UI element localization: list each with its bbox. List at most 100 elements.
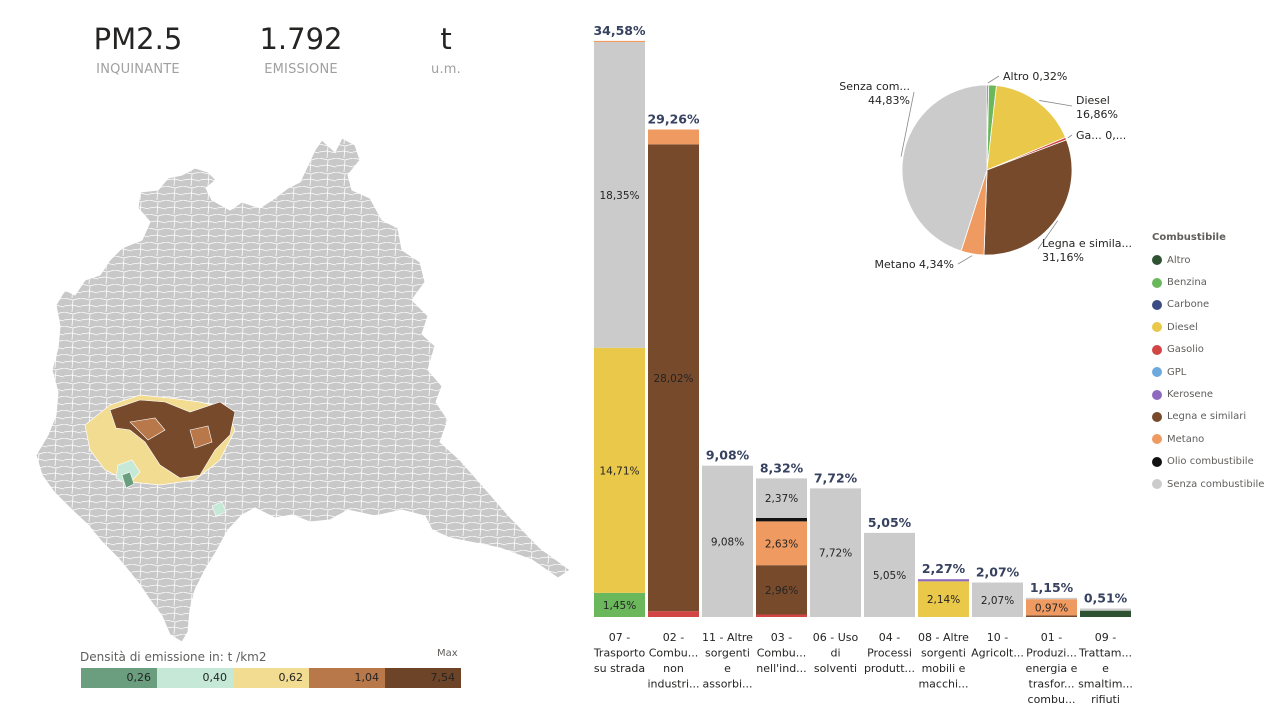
bar-total-label: 7,72% — [814, 470, 858, 485]
fuel-pie-chart[interactable]: Altro 0,32% Diesel 16,86% Ga... 0,... Legna … — [830, 60, 1150, 290]
bar-segment[interactable] — [648, 144, 699, 612]
bar-segment[interactable] — [756, 517, 807, 522]
bar-segment-label: 5,05% — [873, 570, 906, 582]
fuel-legend-title: Combustibile — [1152, 232, 1226, 243]
map-legend-bin: 0,62 — [233, 668, 309, 688]
fuel-legend-item[interactable]: Metano — [1152, 428, 1264, 450]
bar-segment[interactable] — [594, 40, 645, 43]
fuel-legend: Combustibile Altro Benzina Carbone Diesel Ga… — [1152, 232, 1264, 495]
fuel-legend-item[interactable]: Diesel — [1152, 316, 1264, 338]
legend-dot-icon — [1152, 255, 1162, 266]
bar-total-label: 29,26% — [647, 112, 700, 127]
bar-category-label: 01 -Produzi... energia e trasfor... combu..… — [1026, 631, 1078, 706]
bar-segment[interactable] — [810, 488, 861, 617]
bar-segment[interactable] — [756, 565, 807, 615]
bar-segment[interactable] — [702, 465, 753, 617]
legend-dot-icon — [1152, 277, 1162, 288]
bar-category-label: 04 -Processi produtt... — [864, 631, 915, 675]
bar-total-label: 1,15% — [1030, 580, 1074, 595]
bar-category-label: 07 -Trasporto su strada — [593, 631, 646, 675]
fuel-legend-label: Benzina — [1167, 277, 1207, 289]
pie-slice[interactable] — [901, 84, 988, 252]
bar-total-label: 9,08% — [706, 448, 750, 463]
pie-leader-line — [1037, 220, 1059, 250]
pie-slice-label: Altro 0,32% — [1003, 70, 1067, 83]
bar-total-label: 2,07% — [976, 565, 1020, 580]
fuel-legend-item[interactable]: Olio combustibile — [1152, 451, 1264, 473]
fuel-legend-item[interactable]: Legna e similari — [1152, 406, 1264, 428]
legend-dot-icon — [1152, 456, 1162, 467]
bar-segment[interactable] — [594, 42, 645, 348]
fuel-legend-label: Altro — [1167, 254, 1191, 266]
bar-category-label: 09 -Trattam... e smaltim... rifiuti — [1078, 631, 1133, 706]
map-legend-title: Densità di emissione in: t /km2 — [80, 650, 267, 664]
bar-segment[interactable] — [1026, 615, 1077, 617]
fuel-legend-label: Legna e similari — [1167, 411, 1247, 423]
kpi-emission-label: EMISSIONE — [264, 62, 338, 77]
bar-segment[interactable] — [648, 129, 699, 145]
legend-dot-icon — [1152, 344, 1162, 355]
pie-leader-line — [957, 255, 973, 265]
pie-leader-line — [900, 91, 915, 157]
legend-dot-icon — [1152, 479, 1162, 490]
bar-segment-label: 0,97% — [1035, 602, 1068, 614]
kpi-unit-value: t — [440, 22, 452, 56]
fuel-legend-label: Diesel — [1167, 321, 1198, 333]
pie-slice[interactable] — [983, 139, 1073, 256]
bar-segment-label: 7,72% — [819, 548, 852, 560]
fuel-legend-label: Senza combustibile — [1167, 478, 1265, 490]
bar-total-label: 8,32% — [760, 460, 804, 475]
map-legend-scale: 0,26 0,40 0,62 1,04 7,54 — [81, 668, 461, 688]
sector-stacked-bar-chart[interactable]: 1,45% 14,71% 18,35% 34,58% 07 -Trasporto su s… — [590, 18, 1150, 718]
bar-segment[interactable] — [756, 521, 807, 566]
bar-segment[interactable] — [756, 478, 807, 518]
kpi-emission-value: 1.792 — [259, 22, 343, 56]
legend-dot-icon — [1152, 389, 1162, 400]
bar-segment[interactable] — [648, 611, 699, 617]
fuel-legend-item[interactable]: GPL — [1152, 361, 1264, 383]
legend-dot-icon — [1152, 434, 1162, 445]
pie-slice-label: Ga... 0,... — [1076, 129, 1126, 142]
kpi-pollutant: PM2.5 INQUINANTE — [68, 20, 208, 77]
fuel-legend-label: Metano — [1167, 433, 1205, 445]
bar-segment[interactable] — [756, 614, 807, 617]
pie-slice-label: Legna e simila... 31,16% — [1042, 237, 1132, 264]
fuel-legend-item[interactable]: Kerosene — [1152, 383, 1264, 405]
legend-dot-icon — [1152, 411, 1162, 422]
pie-slice-label: Diesel 16,86% — [1076, 94, 1118, 121]
fuel-legend-item[interactable]: Senza combustibile — [1152, 473, 1264, 495]
pie-slice-label: Metano 4,34% — [875, 258, 954, 271]
bar-segment[interactable] — [594, 592, 645, 617]
emission-density-map[interactable] — [30, 130, 575, 645]
bar-segment[interactable] — [1080, 608, 1131, 611]
fuel-legend-item[interactable]: Altro — [1152, 249, 1264, 271]
map-legend-max: Max — [437, 648, 458, 659]
bar-segment[interactable] — [1080, 610, 1131, 617]
bar-segment[interactable] — [918, 579, 969, 582]
bar-segment[interactable] — [1026, 597, 1077, 600]
bar-segment[interactable] — [972, 582, 1023, 617]
bar-segment-label: 18,35% — [599, 190, 639, 202]
pie-leader-line — [1067, 134, 1073, 139]
fuel-legend-item[interactable]: Gasolio — [1152, 339, 1264, 361]
fuel-legend-item[interactable]: Carbone — [1152, 294, 1264, 316]
bar-segment[interactable] — [918, 581, 969, 617]
bar-segment[interactable] — [594, 347, 645, 593]
bar-segment-label: 1,45% — [603, 600, 636, 612]
bar-segment-label: 2,96% — [765, 585, 798, 597]
bar-category-label: 11 - Altre sorgenti e assorbi... — [702, 631, 753, 691]
pie-leader-line — [987, 75, 1000, 84]
bar-segment[interactable] — [1026, 599, 1077, 616]
map-legend-bin: 7,54 — [385, 668, 461, 688]
map-svg[interactable] — [30, 130, 575, 645]
kpi-emission: 1.792 EMISSIONE — [231, 20, 371, 77]
bar-segment-label: 2,63% — [765, 538, 798, 550]
bar-segment-label: 28,02% — [653, 373, 693, 385]
legend-dot-icon — [1152, 322, 1162, 333]
bar-total-label: 2,27% — [922, 561, 966, 576]
fuel-legend-item[interactable]: Benzina — [1152, 271, 1264, 293]
kpi-pollutant-value: PM2.5 — [93, 22, 183, 56]
bar-segment[interactable] — [864, 532, 915, 617]
pie-slice[interactable] — [986, 85, 1067, 171]
bar-total-label: 34,58% — [593, 23, 646, 38]
